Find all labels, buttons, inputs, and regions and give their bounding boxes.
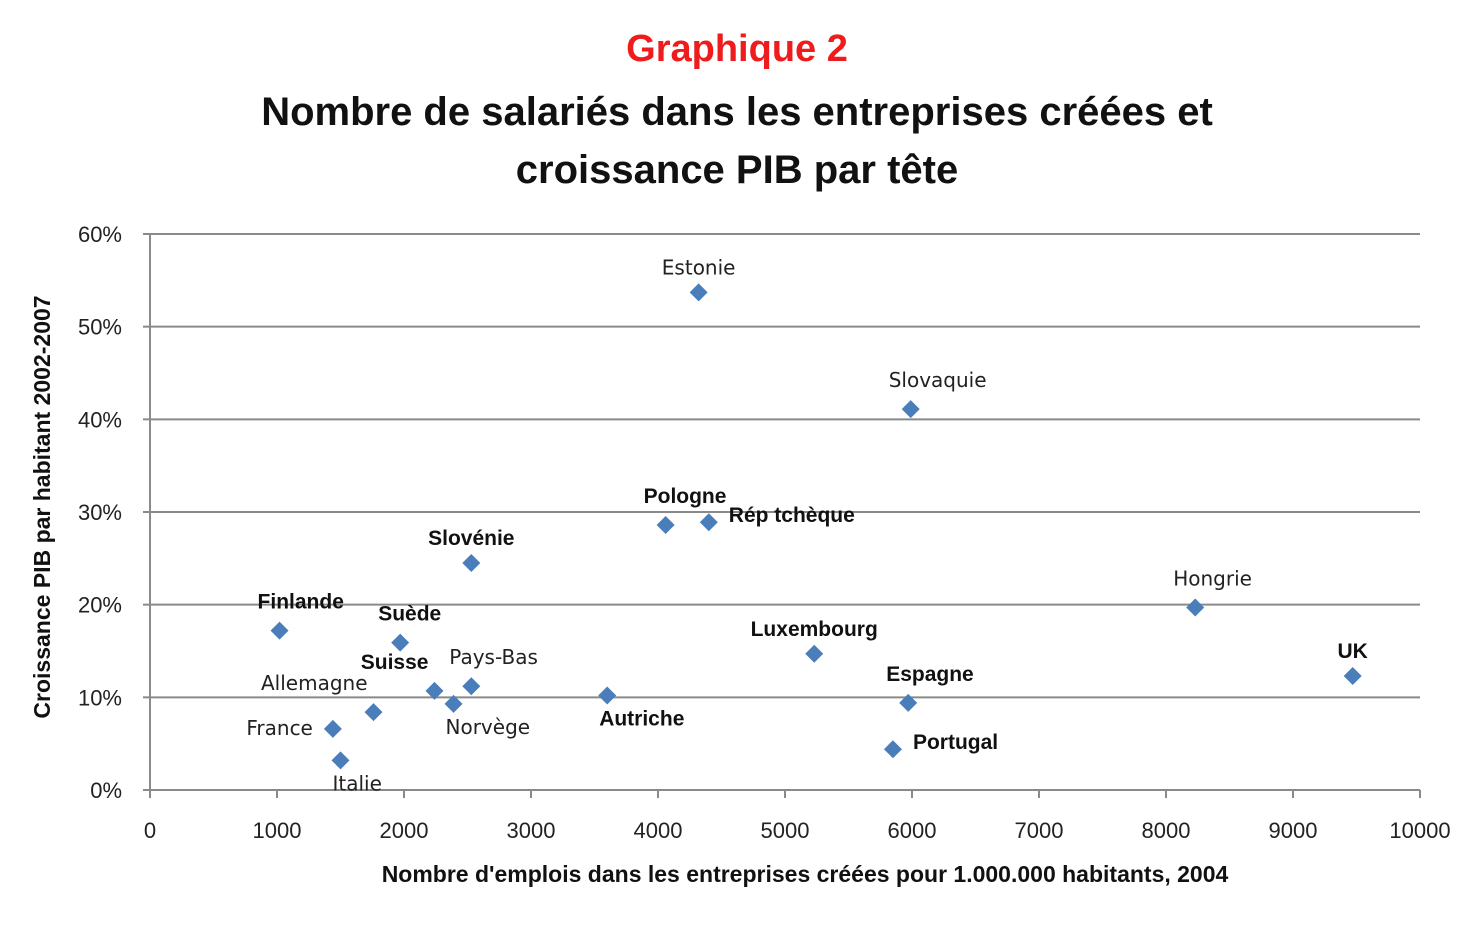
data-point-pologne <box>656 515 675 534</box>
data-point-uk <box>1343 667 1362 686</box>
data-point-portugal <box>883 740 902 759</box>
data-point-slov-nie <box>462 553 481 572</box>
chart-title-line-1: Nombre de salariés dans les entreprises … <box>261 90 1213 134</box>
x-tick-label: 1000 <box>253 818 302 843</box>
point-label: Suède <box>378 603 441 626</box>
point-label: Espagne <box>886 663 974 686</box>
data-point-allemagne <box>364 703 383 722</box>
y-tick-label: 60% <box>78 222 122 247</box>
point-label: Norvège <box>446 715 531 739</box>
point-label: UK <box>1338 640 1368 663</box>
x-tick-label: 0 <box>144 818 156 843</box>
data-point-pays-bas <box>462 677 481 696</box>
data-point-estonie <box>689 283 708 302</box>
data-point-suisse <box>425 681 444 700</box>
x-tick-label: 2000 <box>380 818 429 843</box>
point-label: Estonie <box>662 255 736 279</box>
tick-labels: 0% 10% 20% 30% 40% 50% 60% 0 1000 2000 3000 4000 500… <box>78 222 1451 843</box>
point-label: Pays-Bas <box>449 645 538 669</box>
y-tick-label: 10% <box>78 685 122 710</box>
point-label: Rép tchèque <box>729 504 855 527</box>
chart-kicker: Graphique 2 <box>626 28 848 70</box>
data-point-espagne <box>899 693 918 712</box>
x-tick-label: 4000 <box>634 818 683 843</box>
x-tick-label: 7000 <box>1015 818 1064 843</box>
point-label: Slovaquie <box>889 368 987 392</box>
data-point-france <box>323 719 342 738</box>
point-label: Pologne <box>644 485 727 508</box>
x-tick-label: 9000 <box>1269 818 1318 843</box>
axes <box>143 233 1421 798</box>
data-point-italie <box>331 751 350 770</box>
data-point-norv-ge <box>444 694 463 713</box>
data-point-finlande <box>270 621 289 640</box>
x-tick-label: 5000 <box>761 818 810 843</box>
y-tick-label: 40% <box>78 407 122 432</box>
data-point-su-de <box>391 633 410 652</box>
point-label: Slovénie <box>428 527 514 550</box>
gridlines <box>150 233 1420 699</box>
data-point-autriche <box>598 686 617 705</box>
data-point-hongrie <box>1186 598 1205 617</box>
data-point-luxembourg <box>805 644 824 663</box>
x-tick-label: 6000 <box>888 818 937 843</box>
data-point-r-p-tch-que <box>699 513 718 532</box>
point-label: Autriche <box>599 707 684 730</box>
x-tick-label: 10000 <box>1389 818 1450 843</box>
y-tick-label: 0% <box>90 778 122 803</box>
y-axis-title: Croissance PIB par habitant 2002-2007 <box>29 295 55 718</box>
y-tick-label: 20% <box>78 593 122 618</box>
x-tick-label: 8000 <box>1142 818 1191 843</box>
point-label: Hongrie <box>1173 566 1252 590</box>
point-label: Allemagne <box>261 671 368 695</box>
data-points <box>270 283 1362 770</box>
x-axis-title: Nombre d'emplois dans les entreprises cr… <box>382 861 1229 887</box>
point-label: Finlande <box>258 591 344 614</box>
data-point-slovaquie <box>901 400 920 419</box>
point-label: France <box>246 716 313 740</box>
point-label: Italie <box>333 771 382 795</box>
y-tick-label: 30% <box>78 500 122 525</box>
point-label: Portugal <box>913 731 998 754</box>
x-tick-label: 3000 <box>507 818 556 843</box>
point-label: Suisse <box>361 651 429 674</box>
point-label: Luxembourg <box>751 618 878 641</box>
y-tick-label: 50% <box>78 315 122 340</box>
chart-title-line-2: croissance PIB par tête <box>515 148 959 192</box>
